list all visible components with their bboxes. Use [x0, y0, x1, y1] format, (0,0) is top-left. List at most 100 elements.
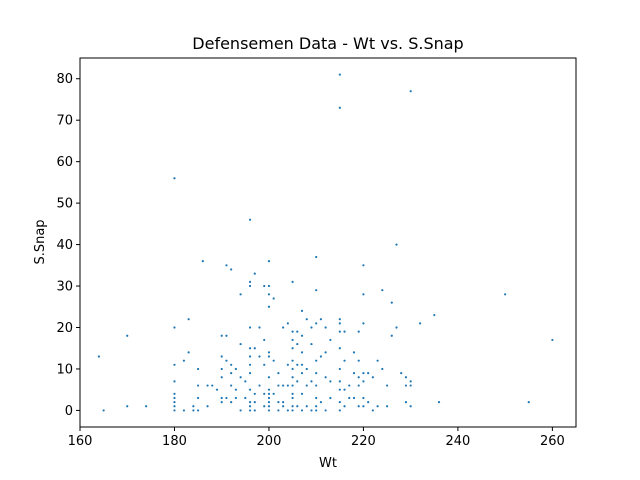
- data-point: [381, 289, 384, 292]
- data-point: [267, 305, 271, 308]
- data-point: [173, 401, 176, 404]
- data-point: [319, 355, 323, 358]
- data-point: [310, 380, 313, 383]
- data-point: [310, 409, 313, 412]
- data-point: [362, 264, 365, 267]
- data-point: [173, 326, 176, 329]
- data-point: [230, 363, 233, 366]
- data-point: [173, 405, 176, 408]
- data-point: [395, 243, 398, 246]
- data-point: [248, 401, 252, 404]
- data-point: [338, 347, 341, 350]
- data-point: [315, 405, 318, 408]
- data-point: [291, 330, 294, 333]
- data-point: [173, 396, 176, 400]
- data-point: [253, 272, 256, 275]
- y-tick-label: 0: [65, 404, 73, 419]
- data-point: [267, 392, 271, 395]
- data-point: [239, 409, 242, 412]
- data-point: [145, 405, 148, 408]
- data-point: [263, 392, 266, 395]
- data-point: [182, 359, 186, 362]
- data-point: [357, 405, 360, 408]
- data-point: [315, 372, 318, 375]
- data-point: [196, 367, 200, 371]
- data-point: [400, 372, 403, 375]
- data-point: [310, 342, 313, 346]
- data-point: [362, 293, 365, 296]
- data-point: [296, 330, 299, 333]
- x-tick-label: 160: [68, 434, 93, 449]
- data-point: [267, 351, 271, 354]
- data-point: [385, 405, 389, 408]
- data-point: [286, 384, 289, 387]
- data-point: [338, 401, 341, 404]
- x-tick-label: 260: [540, 434, 565, 449]
- data-point: [230, 268, 233, 271]
- data-point: [182, 409, 186, 412]
- data-point: [338, 318, 341, 321]
- data-point: [234, 388, 237, 391]
- data-point: [267, 401, 271, 404]
- data-point: [527, 401, 530, 404]
- data-point: [362, 322, 365, 325]
- data-point: [338, 106, 341, 109]
- data-point: [315, 396, 318, 400]
- data-point: [187, 351, 190, 354]
- data-point: [419, 322, 422, 325]
- data-point: [272, 297, 275, 300]
- data-point: [296, 363, 299, 366]
- data-point: [338, 322, 341, 325]
- data-point: [324, 409, 327, 412]
- data-point: [201, 260, 204, 263]
- data-point: [348, 396, 351, 400]
- data-point: [343, 330, 346, 333]
- data-point: [225, 359, 228, 362]
- data-point: [126, 334, 129, 337]
- data-point: [319, 401, 323, 404]
- data-point: [286, 409, 289, 412]
- data-point: [291, 392, 294, 395]
- data-point: [211, 384, 214, 387]
- data-point: [315, 322, 318, 325]
- data-point: [215, 388, 219, 391]
- data-point: [196, 409, 200, 412]
- data-point: [192, 409, 195, 412]
- x-tick-label: 200: [257, 434, 282, 449]
- data-point: [291, 359, 294, 362]
- data-point: [352, 351, 356, 354]
- data-point: [376, 405, 379, 408]
- data-point: [291, 405, 294, 408]
- data-point: [315, 384, 318, 387]
- x-axis-label: Wt: [319, 456, 337, 471]
- data-point: [338, 380, 341, 383]
- data-point: [343, 359, 346, 362]
- data-point: [362, 372, 365, 375]
- data-point: [404, 384, 408, 387]
- data-point: [305, 367, 308, 371]
- data-point: [248, 280, 252, 283]
- x-tick-label: 220: [351, 434, 376, 449]
- data-point: [291, 376, 294, 379]
- y-axis-label: S.Snap: [33, 219, 48, 264]
- x-tick-label: 240: [445, 434, 470, 449]
- data-point: [404, 376, 408, 379]
- data-point: [277, 409, 280, 412]
- data-point: [230, 384, 233, 387]
- data-point: [248, 326, 252, 329]
- data-point: [173, 380, 176, 383]
- data-point: [97, 355, 100, 358]
- data-point: [282, 401, 285, 404]
- data-point: [220, 367, 223, 371]
- data-point: [385, 384, 389, 387]
- data-point: [206, 405, 209, 408]
- data-point: [267, 284, 271, 288]
- data-point: [263, 284, 266, 288]
- data-point: [248, 388, 252, 391]
- y-tick-label: 30: [56, 280, 73, 295]
- data-point: [371, 409, 374, 412]
- data-point: [272, 359, 275, 362]
- data-point: [220, 376, 223, 379]
- data-point: [296, 405, 299, 408]
